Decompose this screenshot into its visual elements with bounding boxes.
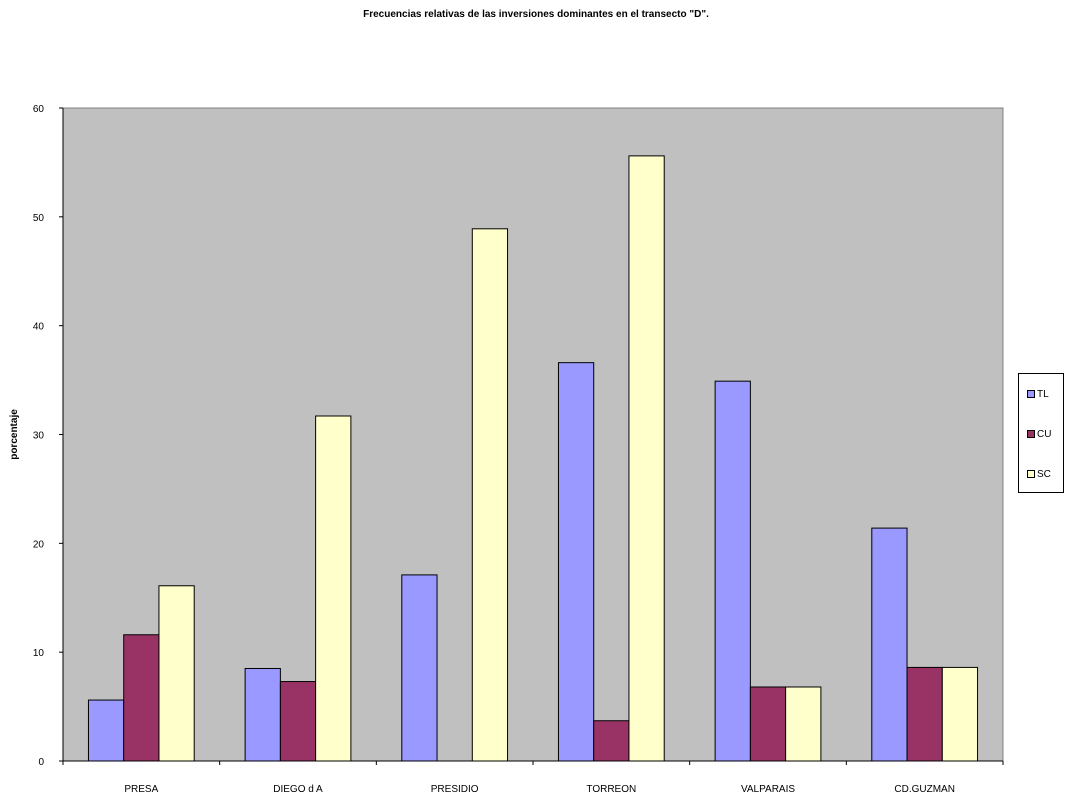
y-tick-label: 10 bbox=[33, 648, 45, 659]
x-tick-label: TORREON bbox=[586, 784, 636, 795]
x-tick-label: PRESA bbox=[124, 784, 158, 795]
bar-sc-presa bbox=[158, 585, 195, 762]
plot-area bbox=[62, 107, 1004, 762]
x-tick-label: DIEGO d A bbox=[273, 784, 323, 795]
y-tick-label: 50 bbox=[33, 213, 45, 224]
bar-tl-valparais bbox=[714, 380, 751, 762]
y-axis: 0 10 20 30 40 50 60 bbox=[33, 104, 64, 768]
legend-swatch bbox=[1027, 390, 1035, 398]
x-tick-label: CD.GUZMAN bbox=[894, 784, 955, 795]
bar-tl-torreon bbox=[557, 362, 595, 762]
x-tick-label: PRESIDIO bbox=[431, 784, 479, 795]
legend: TL CU SC bbox=[1018, 373, 1064, 493]
bars-group bbox=[87, 155, 979, 762]
chart-title: Frecuencias relativas de las inversiones… bbox=[363, 9, 709, 20]
bar-cu-valparais bbox=[749, 686, 787, 762]
bar-tl-diego-d-a bbox=[244, 667, 281, 762]
y-tick-label: 0 bbox=[38, 757, 44, 768]
x-axis: PRESA DIEGO d A PRESIDIO TORREON VALPARAIS CD… bbox=[62, 760, 1004, 795]
bar-cu-presa bbox=[123, 634, 160, 762]
legend-item-tl: TL bbox=[1027, 388, 1049, 400]
legend-swatch bbox=[1027, 430, 1035, 438]
bar-sc-cd-guzman bbox=[941, 666, 979, 762]
bar-cu-torreon bbox=[593, 720, 630, 762]
legend-swatch bbox=[1027, 470, 1035, 478]
y-tick-label: 20 bbox=[33, 539, 45, 550]
legend-item-cu: CU bbox=[1027, 428, 1051, 440]
bar-sc-diego-d-a bbox=[315, 415, 352, 762]
x-tick-label: VALPARAIS bbox=[741, 784, 795, 795]
bar-tl-cd-guzman bbox=[871, 527, 908, 762]
legend-item-sc: SC bbox=[1027, 468, 1051, 480]
bar-sc-torreon bbox=[628, 155, 665, 762]
bar-tl-presidio bbox=[401, 574, 438, 762]
legend-label: TL bbox=[1037, 388, 1049, 400]
legend-label: SC bbox=[1037, 468, 1051, 480]
y-tick-label: 40 bbox=[33, 322, 45, 333]
bar-cu-cd-guzman bbox=[906, 666, 943, 762]
bar-tl-presa bbox=[87, 699, 125, 762]
bar-sc-presidio bbox=[471, 228, 509, 762]
bar-sc-valparais bbox=[785, 686, 822, 762]
y-axis-title: porcentaje bbox=[9, 409, 20, 460]
legend-label: CU bbox=[1037, 428, 1052, 440]
y-tick-label: 60 bbox=[33, 104, 45, 115]
bar-cu-diego-d-a bbox=[279, 681, 317, 762]
y-tick-label: 30 bbox=[33, 431, 45, 442]
